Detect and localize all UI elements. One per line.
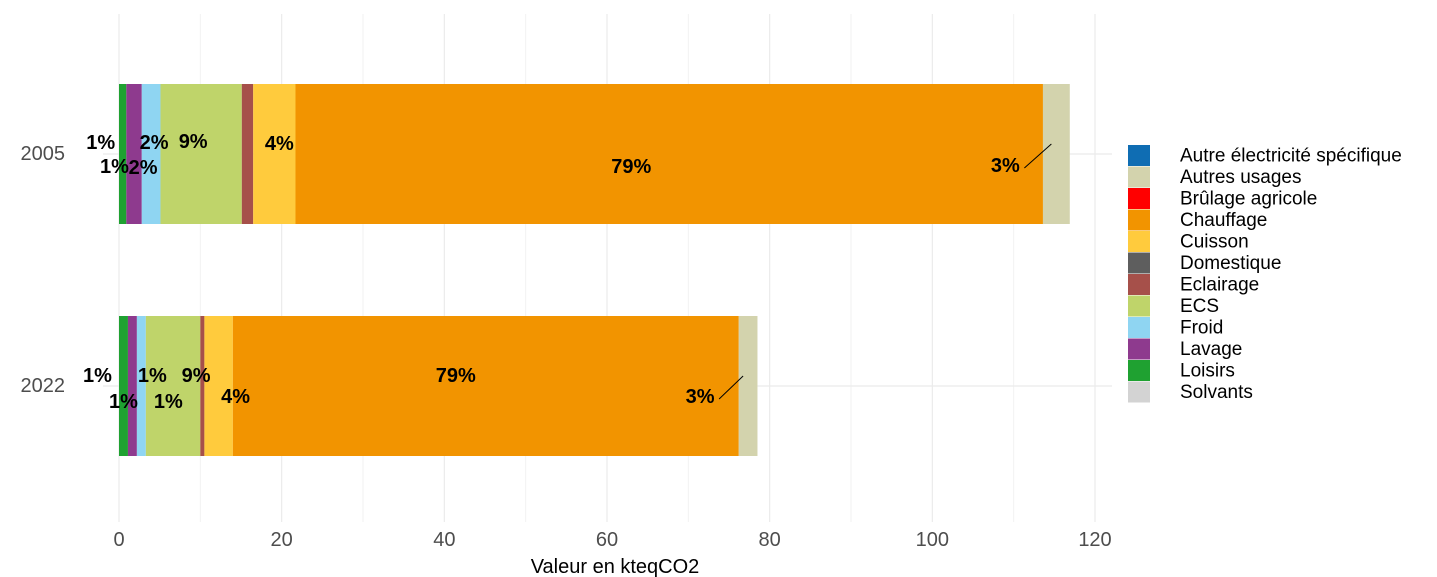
data-label: 4% xyxy=(221,386,250,408)
bar-segment xyxy=(200,316,205,456)
y-tick-label: 2005 xyxy=(21,143,66,165)
data-label: 79% xyxy=(611,156,651,178)
data-label: 1% xyxy=(100,156,129,178)
x-tick-label: 100 xyxy=(916,529,949,551)
legend-swatch xyxy=(1128,209,1150,231)
bar-segment xyxy=(141,84,161,224)
y-tick-label: 2022 xyxy=(21,375,66,397)
legend-swatch xyxy=(1128,274,1150,295)
bar-segment xyxy=(1042,84,1070,224)
legend-item: Solvants xyxy=(1128,381,1253,403)
legend-label: Domestique xyxy=(1180,253,1281,274)
x-tick-label: 80 xyxy=(759,529,781,551)
bars xyxy=(119,84,1070,456)
legend-label: Lavage xyxy=(1180,339,1242,360)
legend-label: Loisirs xyxy=(1180,361,1235,382)
legend-swatch xyxy=(1128,145,1150,166)
legend-item: Autres usages xyxy=(1128,166,1301,188)
legend-item: ECS xyxy=(1128,295,1219,317)
axes: 0 20 40 60 80 100 120 2005 2022 xyxy=(21,143,1112,551)
legend-label: Autre électricité spécifique xyxy=(1180,146,1402,167)
legend-label: Cuisson xyxy=(1180,232,1249,253)
legend-item: Froid xyxy=(1128,317,1223,339)
data-label: 2% xyxy=(140,132,169,154)
legend-swatch xyxy=(1128,295,1150,317)
legend-label: Autres usages xyxy=(1180,167,1301,188)
legend-item: Eclairage xyxy=(1128,274,1259,296)
data-label: 1% xyxy=(86,132,115,154)
bar-segment xyxy=(204,316,233,456)
legend-swatch xyxy=(1128,381,1150,403)
legend-swatch xyxy=(1128,338,1150,360)
bar-segment xyxy=(145,316,201,456)
x-tick-label: 120 xyxy=(1078,529,1111,551)
legend-label: Eclairage xyxy=(1180,275,1259,296)
bar-segment xyxy=(127,316,137,456)
bar-segment xyxy=(295,84,1043,224)
legend-swatch xyxy=(1128,360,1150,381)
legend-label: Solvants xyxy=(1180,382,1253,403)
label-leader-line xyxy=(718,375,744,400)
bar-segment xyxy=(160,84,242,224)
bar-segment xyxy=(119,84,127,224)
bar-segment xyxy=(136,316,146,456)
data-label: 79% xyxy=(436,365,476,387)
x-tick-label: 40 xyxy=(433,529,455,551)
bar-segment xyxy=(738,316,758,456)
data-label: 2% xyxy=(129,157,158,179)
data-label: 9% xyxy=(182,365,211,387)
data-labels: 1% 2%2%1%9% 4%79% 3%1%1%1%1%9%4%79%3% xyxy=(83,131,1052,413)
data-label: 3% xyxy=(686,386,715,408)
legend-item: Brûlage agricole xyxy=(1128,188,1317,210)
data-label: 1% xyxy=(138,365,167,387)
legend-item: Domestique xyxy=(1128,252,1281,274)
x-tick-label: 60 xyxy=(596,529,618,551)
legend-item: Lavage xyxy=(1128,338,1242,360)
legend-item: Chauffage xyxy=(1128,209,1267,231)
legend-label: Brûlage agricole xyxy=(1180,189,1317,210)
x-tick-label: 20 xyxy=(271,529,293,551)
data-label: 1% xyxy=(109,391,138,413)
legend-label: ECS xyxy=(1180,296,1219,317)
legend-swatch xyxy=(1128,317,1150,338)
legend-label: Froid xyxy=(1180,318,1223,339)
data-label: 1% xyxy=(154,391,183,413)
legend-swatch xyxy=(1128,188,1150,209)
legend-swatch xyxy=(1128,231,1150,252)
legend-item: Autre électricité spécifique xyxy=(1128,145,1402,167)
data-label: 1% xyxy=(83,365,112,387)
bar-segment xyxy=(119,316,128,456)
x-tick-label: 0 xyxy=(113,529,124,551)
legend-swatch xyxy=(1128,252,1150,274)
bar-segment xyxy=(253,84,296,224)
legend-item: Loisirs xyxy=(1128,360,1235,382)
bar-segment xyxy=(126,84,142,224)
data-label: 9% xyxy=(179,131,208,153)
legend-label: Chauffage xyxy=(1180,210,1267,231)
data-label: 3% xyxy=(991,155,1020,177)
label-leader-line xyxy=(1024,143,1052,169)
bar-segment xyxy=(241,84,254,224)
bar-segment xyxy=(232,316,739,456)
x-axis-title: Valeur en kteqCO2 xyxy=(531,556,700,577)
data-label: 4% xyxy=(265,133,294,155)
legend-swatch xyxy=(1128,166,1150,188)
legend-item: Cuisson xyxy=(1128,231,1249,253)
